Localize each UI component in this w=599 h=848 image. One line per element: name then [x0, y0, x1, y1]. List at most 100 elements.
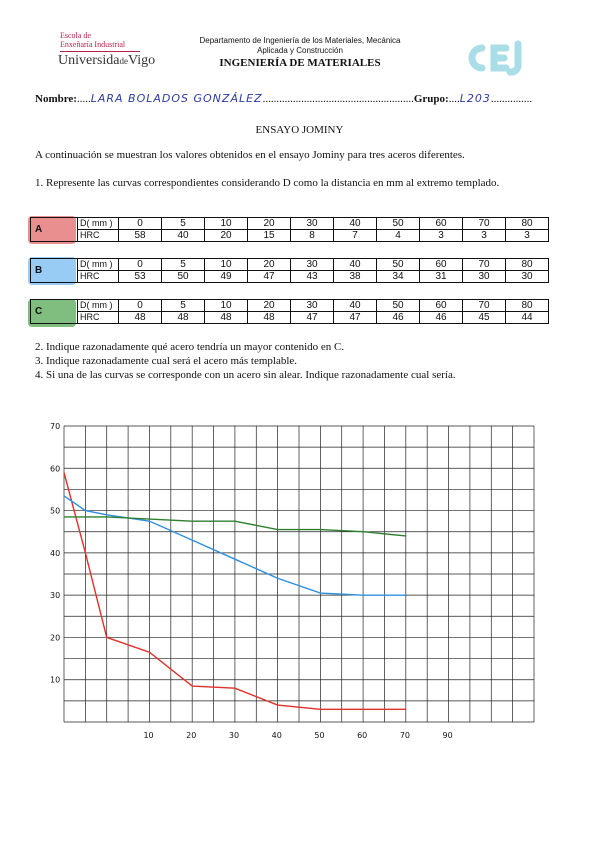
x-tick-label: 10: [143, 731, 153, 740]
distance-cell: 60: [419, 217, 463, 230]
distance-cell: 40: [333, 299, 377, 312]
x-tick-label: 20: [186, 731, 196, 740]
y-tick-label: 30: [50, 591, 60, 600]
steel-label-c: C: [30, 299, 78, 324]
distance-cell: 60: [419, 299, 463, 312]
distance-cell: 30: [290, 299, 334, 312]
y-tick-label: 40: [50, 549, 60, 558]
distance-cell: 80: [505, 217, 549, 230]
x-tick-label: 50: [314, 731, 324, 740]
x-tick-label: 90: [443, 731, 453, 740]
hrc-cell: 43: [290, 270, 334, 283]
hrc-cell: 48: [118, 311, 162, 324]
distance-cell: 10: [204, 258, 248, 271]
distance-cell: 40: [333, 258, 377, 271]
steel-label-a: A: [30, 217, 78, 242]
distance-cell: 50: [376, 258, 420, 271]
school-logo: Escola de Enxeñaría Industrial: [60, 31, 125, 49]
university-logo: UniversidadeVigo: [58, 53, 156, 68]
distance-cell: 30: [290, 217, 334, 230]
hrc-cell: 40: [161, 229, 205, 242]
logo-line2: Enxeñaría Industrial: [60, 40, 126, 49]
hrc-cell: 30: [462, 270, 506, 283]
hrc-cell: 50: [161, 270, 205, 283]
hrc-cell: 38: [333, 270, 377, 283]
hrc-cell: 15: [247, 229, 291, 242]
hrc-cell: 30: [505, 270, 549, 283]
y-tick-label: 50: [50, 507, 60, 516]
distance-cell: 60: [419, 258, 463, 271]
distance-cell: 70: [462, 217, 506, 230]
name-group-line: Nombre:.....LARA BOLADOS GONZÁLEZ.......…: [35, 92, 533, 105]
hrc-cell: 45: [462, 311, 506, 324]
name-label: Nombre:: [35, 93, 77, 105]
hrc-cell: 48: [204, 311, 248, 324]
intro-text: A continuación se muestran los valores o…: [35, 149, 465, 161]
distance-cell: 10: [204, 299, 248, 312]
hrc-cell: 46: [419, 311, 463, 324]
department-line1: Departamento de Ingeniería de los Materi…: [199, 36, 401, 45]
question-3: 3. Indique razonadamente cual será el ac…: [35, 355, 298, 367]
hrc-cell: 46: [376, 311, 420, 324]
distance-cell: 70: [462, 299, 506, 312]
department-line2: Aplicada y Construcción: [257, 46, 343, 55]
hrc-cell: 3: [462, 229, 506, 242]
distance-cell: 20: [247, 258, 291, 271]
distance-cell: 70: [462, 258, 506, 271]
y-tick-label: 20: [50, 633, 60, 642]
cei-logo-icon: [468, 40, 522, 76]
distance-cell: 0: [118, 299, 162, 312]
x-tick-label: 30: [229, 731, 239, 740]
question-2: 2. Indique razonadamente qué acero tendr…: [35, 341, 345, 353]
hrc-cell: 44: [505, 311, 549, 324]
question-4: 4. Si una de las curvas se corresponde c…: [35, 369, 456, 381]
jominy-table-b: B D( mm ) 0 5 10 20 30 40 50 60 70 80 HRC 53 50 49 47 43 3…: [30, 258, 549, 283]
series-line-0: [63, 472, 406, 711]
hrc-header: HRC: [77, 311, 119, 324]
distance-cell: 5: [161, 217, 205, 230]
name-value[interactable]: LARA BOLADOS GONZÁLEZ: [90, 92, 263, 105]
distance-cell: 30: [290, 258, 334, 271]
hrc-cell: 20: [204, 229, 248, 242]
section-title: ENSAYO JOMINY: [255, 124, 344, 136]
hrc-cell: 47: [333, 311, 377, 324]
hrc-cell: 34: [376, 270, 420, 283]
group-value[interactable]: L203: [459, 92, 491, 105]
distance-cell: 80: [505, 299, 549, 312]
series-line-1: [63, 495, 406, 596]
distance-cell: 80: [505, 258, 549, 271]
task-1: 1. Represente las curvas correspondiente…: [35, 177, 500, 189]
hrc-cell: 58: [118, 229, 162, 242]
distance-cell: 10: [204, 217, 248, 230]
hrc-cell: 47: [247, 270, 291, 283]
hrc-cell: 48: [247, 311, 291, 324]
distance-cell: 50: [376, 217, 420, 230]
x-tick-label: 60: [357, 731, 367, 740]
x-tick-label: 40: [272, 731, 282, 740]
x-tick-label: 70: [400, 731, 410, 740]
y-tick-label: 70: [50, 422, 60, 431]
hrc-header: HRC: [77, 229, 119, 242]
hrc-cell: 49: [204, 270, 248, 283]
y-tick-label: 60: [50, 464, 60, 473]
page-title: INGENIERÍA DE MATERIALES: [219, 57, 381, 69]
group-label: Grupo:: [413, 93, 449, 105]
series-line-2: [64, 516, 406, 537]
distance-header: D( mm ): [77, 217, 119, 230]
distance-cell: 50: [376, 299, 420, 312]
distance-cell: 20: [247, 299, 291, 312]
jominy-table-c: C D( mm ) 0 5 10 20 30 40 50 60 70 80 HRC 48 48 48 48 47 4…: [30, 299, 549, 324]
hrc-cell: 48: [161, 311, 205, 324]
distance-header: D( mm ): [77, 299, 119, 312]
distance-cell: 5: [161, 258, 205, 271]
hrc-cell: 3: [419, 229, 463, 242]
hrc-cell: 53: [118, 270, 162, 283]
steel-label-b: B: [30, 258, 78, 283]
jominy-table-a: A D( mm ) 0 5 10 20 30 40 50 60 70 80 HRC 58 40 20 15 8 7 4…: [30, 217, 549, 242]
jominy-chart: 70 60 50 40 30 20 10 10 20 30 40 50 60 70 90: [50, 422, 535, 740]
distance-cell: 40: [333, 217, 377, 230]
y-tick-label: 10: [50, 676, 60, 685]
distance-header: D( mm ): [77, 258, 119, 271]
hrc-cell: 3: [505, 229, 549, 242]
distance-cell: 0: [118, 258, 162, 271]
